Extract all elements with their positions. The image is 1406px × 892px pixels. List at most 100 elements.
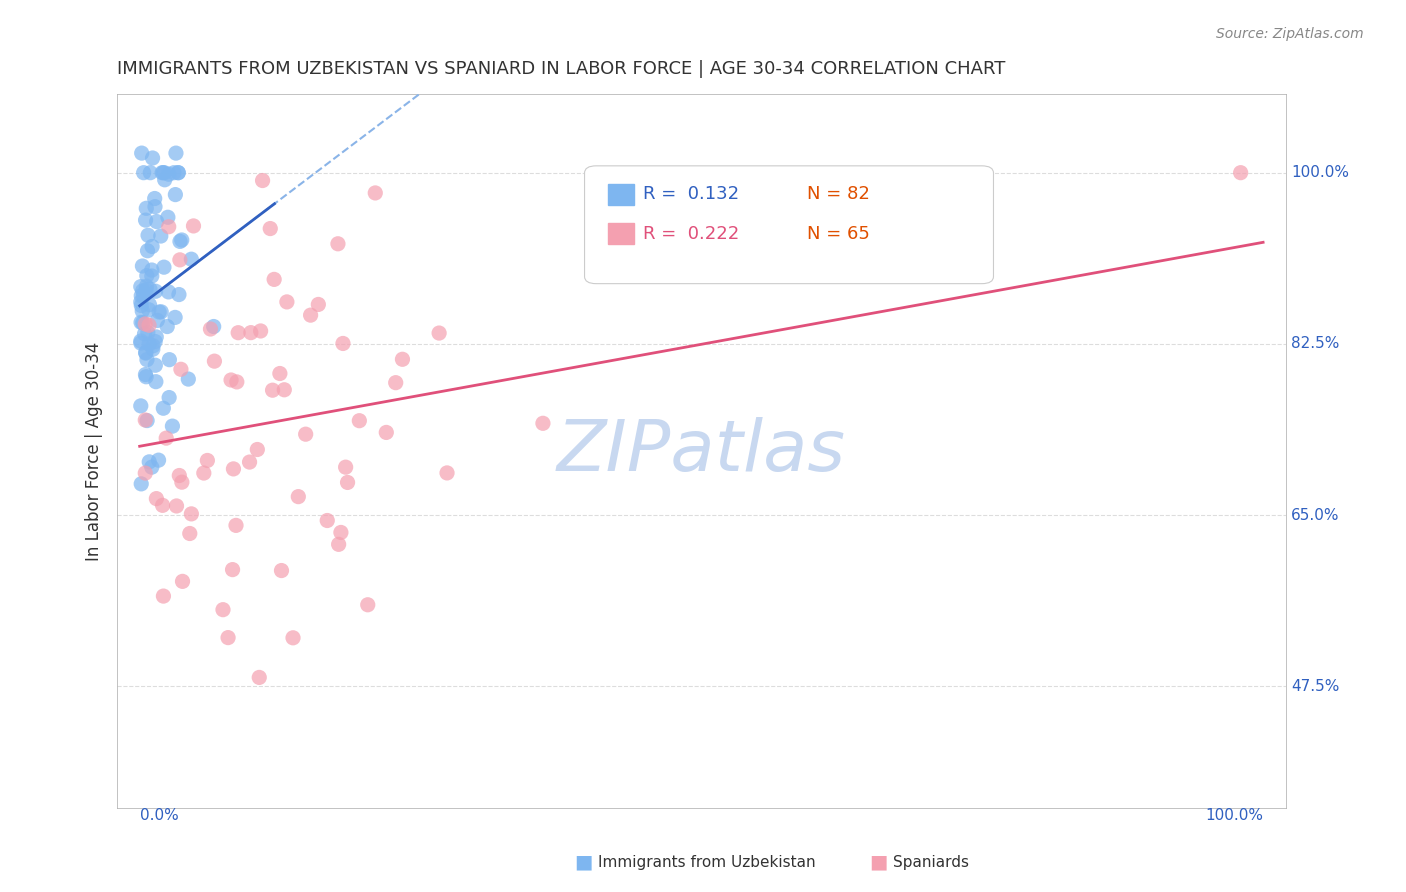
Point [332, 336, 354, 351]
Point [270, 564, 292, 578]
Point [247, 670, 270, 684]
Point [157, 285, 180, 299]
Point [357, 598, 380, 612]
Text: ZIPatlas: ZIPatlas [557, 417, 846, 486]
Point [135, 345, 157, 359]
Y-axis label: In Labor Force | Age 30-34: In Labor Force | Age 30-34 [86, 342, 103, 561]
Text: 100.0%: 100.0% [1291, 165, 1350, 180]
Point [131, 259, 153, 273]
Point [276, 294, 298, 309]
Point [167, 166, 190, 180]
Point [263, 272, 285, 286]
Point [316, 514, 339, 528]
Point [349, 414, 371, 428]
Point [142, 343, 165, 357]
Point [259, 221, 281, 235]
Text: IMMIGRANTS FROM UZBEKISTAN VS SPANIARD IN LABOR FORCE | AGE 30-34 CORRELATION CH: IMMIGRANTS FROM UZBEKISTAN VS SPANIARD I… [117, 60, 1005, 78]
Point [375, 425, 398, 440]
Point [136, 228, 159, 243]
Point [129, 336, 152, 351]
Point [145, 330, 167, 344]
Text: R =  0.222: R = 0.222 [643, 225, 740, 243]
Point [135, 202, 157, 216]
Point [167, 287, 190, 301]
Point [287, 490, 309, 504]
Point [531, 417, 554, 431]
Point [212, 602, 235, 616]
Point [135, 369, 157, 384]
Point [246, 442, 269, 457]
Point [153, 166, 176, 180]
Point [172, 574, 194, 589]
Text: 82.5%: 82.5% [1291, 336, 1340, 351]
Point [335, 460, 357, 475]
Point [249, 324, 271, 338]
Point [329, 525, 352, 540]
Point [138, 455, 160, 469]
Point [150, 305, 173, 319]
Point [136, 326, 159, 340]
Point [132, 166, 155, 180]
Point [135, 283, 157, 297]
Point [239, 326, 262, 340]
Point [148, 305, 170, 319]
Point [141, 268, 163, 283]
Point [157, 167, 180, 181]
Point [252, 173, 274, 187]
Point [143, 192, 166, 206]
Point [134, 326, 156, 341]
Point [226, 326, 249, 340]
Point [136, 244, 159, 258]
Point [142, 339, 165, 353]
Point [167, 166, 190, 180]
Text: 0.0%: 0.0% [139, 808, 179, 823]
Point [222, 462, 245, 476]
Text: Immigrants from Uzbekistan: Immigrants from Uzbekistan [598, 855, 815, 870]
Text: N = 65: N = 65 [807, 225, 869, 243]
Point [180, 252, 202, 267]
Point [146, 313, 169, 327]
Point [134, 368, 156, 382]
Text: 65.0%: 65.0% [1291, 508, 1340, 523]
Point [143, 200, 166, 214]
Point [436, 466, 458, 480]
Point [195, 453, 218, 467]
FancyBboxPatch shape [585, 166, 994, 284]
Bar [607, 223, 634, 244]
Point [221, 563, 243, 577]
Bar [607, 184, 634, 205]
Point [134, 317, 156, 331]
Text: ■: ■ [869, 852, 889, 871]
Point [129, 294, 152, 309]
Text: Spaniards: Spaniards [893, 855, 969, 870]
Point [143, 334, 166, 349]
Point [165, 187, 187, 202]
Point [138, 302, 160, 317]
Point [202, 319, 225, 334]
Point [391, 352, 413, 367]
Point [136, 352, 159, 367]
Point [193, 466, 215, 480]
Text: ■: ■ [574, 852, 593, 871]
Point [225, 375, 247, 389]
Point [153, 173, 176, 187]
Point [170, 362, 193, 376]
Point [131, 284, 153, 298]
Point [135, 279, 157, 293]
Point [364, 186, 387, 200]
Point [180, 507, 202, 521]
Point [141, 460, 163, 475]
Point [132, 316, 155, 330]
Point [170, 233, 193, 247]
Point [183, 219, 205, 233]
Point [238, 455, 260, 469]
Text: R =  0.132: R = 0.132 [643, 186, 740, 203]
Point [131, 146, 153, 161]
Point [156, 319, 179, 334]
Point [131, 304, 153, 318]
Point [427, 326, 450, 340]
Point [162, 419, 184, 434]
Point [165, 310, 187, 325]
Point [157, 219, 180, 234]
Text: 47.5%: 47.5% [1291, 679, 1340, 694]
